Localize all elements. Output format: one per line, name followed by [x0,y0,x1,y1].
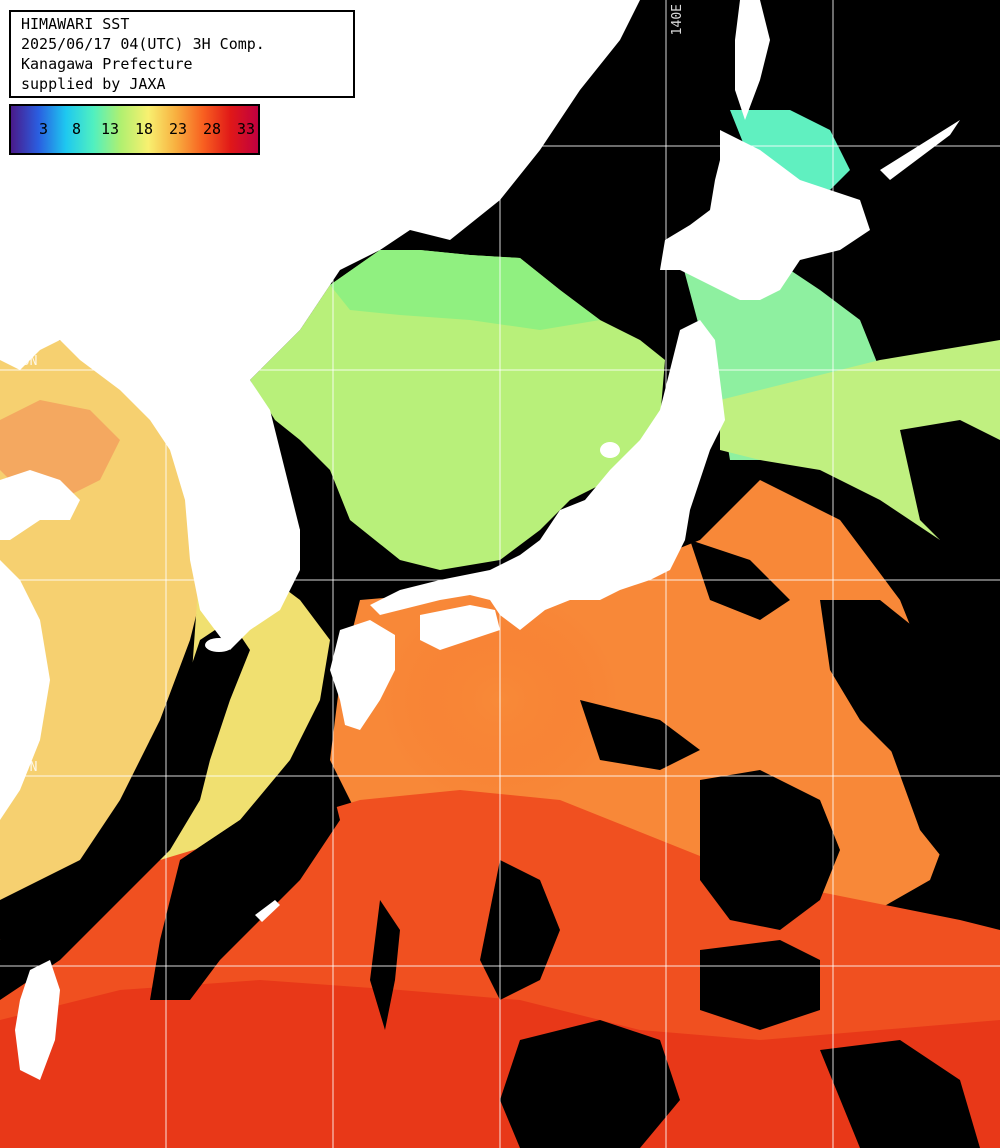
colorbar-tick: 8 [72,120,82,138]
lon-label-140e: 140E [670,4,685,36]
lat-label-40n: 40N [14,354,38,369]
info-box: HIMAWARI SST 2025/06/17 04(UTC) 3H Comp.… [9,10,355,98]
taiwan [15,960,60,1080]
honshu [370,320,725,630]
colorbar-legend: 3 8 13 18 23 28 33 [9,104,260,155]
info-title: HIMAWARI SST [21,15,130,33]
okinawa-islands [255,900,280,922]
hokkaido [660,130,870,300]
liaodong-shandong [0,470,80,540]
lat-label-30n: 30N [14,760,38,775]
okhotsk-cold [730,110,850,190]
colorbar-tick: 18 [135,120,154,138]
asian-continent [0,0,640,650]
sea-of-japan-north [330,250,600,330]
jeju [205,638,233,652]
korean-peninsula [215,380,300,620]
sea-of-japan-sst [250,250,665,570]
colorbar-tick: 33 [237,120,256,138]
shikoku [420,605,500,650]
kurils [880,120,960,180]
china-coast-south [0,560,50,820]
info-timestamp: 2025/06/17 04(UTC) 3H Comp. [21,35,265,53]
colorbar-tick: 3 [39,120,49,138]
info-credit: supplied by JAXA [21,75,166,93]
sado [600,442,620,458]
colorbar-tick: 23 [169,120,188,138]
land-masses [0,0,960,1080]
sakhalin [735,0,770,120]
colorbar-tick: 28 [203,120,222,138]
kyushu [330,620,395,730]
info-region: Kanagawa Prefecture [21,55,193,73]
colorbar-tick: 13 [101,120,120,138]
